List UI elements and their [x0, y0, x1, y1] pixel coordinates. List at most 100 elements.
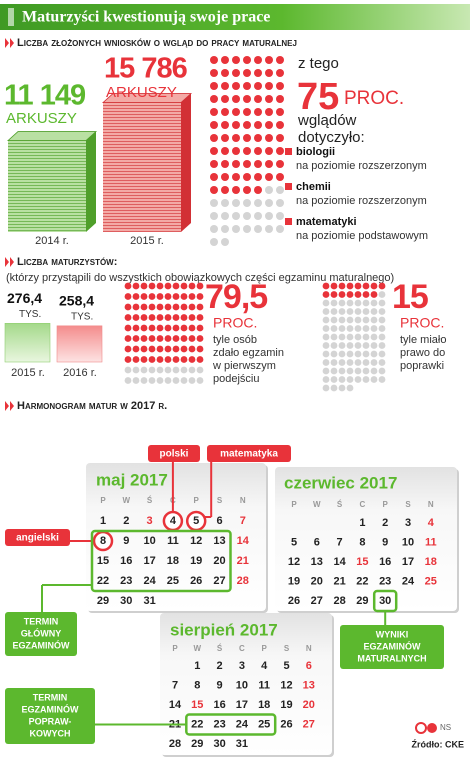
dot [172, 324, 180, 332]
day: 9 [217, 679, 223, 691]
dot [330, 291, 338, 298]
dot [370, 299, 378, 307]
dot [196, 314, 204, 321]
day: 1 [100, 515, 106, 527]
dot [180, 377, 188, 384]
calendar-card [275, 467, 457, 611]
dot [124, 314, 132, 321]
dot [180, 335, 188, 342]
dot [338, 299, 346, 307]
day: 30 [213, 738, 225, 750]
dot [232, 186, 240, 194]
dot [243, 199, 251, 207]
weekday: P [194, 496, 200, 505]
dot [156, 282, 164, 290]
section-title: Liczba złożonych wniosków o wgląd do pra… [17, 37, 297, 49]
weekday: S [284, 644, 290, 653]
stat-unit: PROC. [213, 315, 257, 331]
item-subject: chemii [296, 181, 331, 193]
dot [254, 121, 262, 129]
dot [338, 308, 346, 315]
day: 20 [303, 699, 315, 711]
exam-tag [148, 445, 200, 462]
bar-unit: TYS. [19, 309, 41, 320]
dot [378, 325, 386, 332]
day: 1 [194, 660, 200, 672]
day: 13 [303, 679, 315, 691]
share-value: 75 [297, 76, 339, 118]
dot [330, 384, 338, 392]
dot [232, 212, 240, 220]
heading-icon [5, 257, 9, 267]
dot [265, 134, 273, 142]
day: 11 [425, 536, 437, 548]
dot [265, 147, 273, 155]
month-name: maj 2017 [96, 470, 168, 489]
dot [196, 356, 204, 363]
dot [322, 316, 330, 324]
dot [243, 69, 251, 77]
dot [354, 282, 362, 290]
credit: NS [440, 723, 451, 732]
day: 26 [190, 575, 202, 587]
dot [132, 314, 140, 321]
bar-year: 2015 r. [11, 367, 45, 379]
dot [338, 342, 346, 349]
dot [221, 134, 229, 142]
day: 27 [303, 718, 315, 730]
dot [243, 147, 251, 155]
dot [254, 186, 262, 194]
dot [276, 173, 284, 181]
stack-side [181, 93, 191, 232]
day: 16 [120, 555, 132, 567]
weekday: P [100, 496, 106, 505]
day: 6 [216, 515, 222, 527]
dot [164, 303, 172, 311]
dot [346, 376, 354, 383]
bar-value: 276,4 [7, 290, 42, 306]
dot [330, 333, 338, 341]
item-level: na poziomie rozszerzonym [296, 195, 427, 207]
dot [221, 160, 229, 168]
dot [338, 282, 346, 290]
day: 31 [236, 738, 248, 750]
dot [140, 303, 148, 311]
dot [330, 282, 338, 290]
dot [243, 225, 251, 233]
day: 15 [191, 699, 203, 711]
dot [362, 282, 370, 290]
heading-icon [10, 401, 14, 411]
dot [232, 225, 240, 233]
dot [346, 299, 354, 307]
dot [196, 324, 204, 332]
item-level: na poziomie rozszerzonym [296, 160, 427, 172]
heading-icon [10, 257, 14, 267]
dot [243, 212, 251, 220]
dot [378, 291, 386, 298]
day: 14 [237, 535, 250, 547]
dot [362, 333, 370, 341]
dot [330, 299, 338, 307]
day: 26 [280, 718, 292, 730]
dot [265, 108, 273, 116]
day: 27 [311, 595, 323, 607]
dot [362, 376, 370, 383]
weekday: W [313, 500, 321, 509]
dot [156, 345, 164, 353]
stack-value: 15 786 [104, 53, 188, 85]
dot [322, 384, 330, 392]
day: 16 [379, 556, 391, 568]
stat-value: 79,5 [205, 278, 267, 316]
day: 17 [143, 555, 155, 567]
dot [132, 303, 140, 311]
dot [354, 325, 362, 332]
dot [180, 356, 188, 363]
dot [370, 308, 378, 315]
dot [210, 225, 218, 233]
dot [370, 316, 378, 324]
day: 13 [213, 535, 225, 547]
dot [330, 367, 338, 375]
stat-value: 15 [392, 278, 428, 316]
day: 3 [147, 515, 153, 527]
dot [210, 56, 218, 64]
